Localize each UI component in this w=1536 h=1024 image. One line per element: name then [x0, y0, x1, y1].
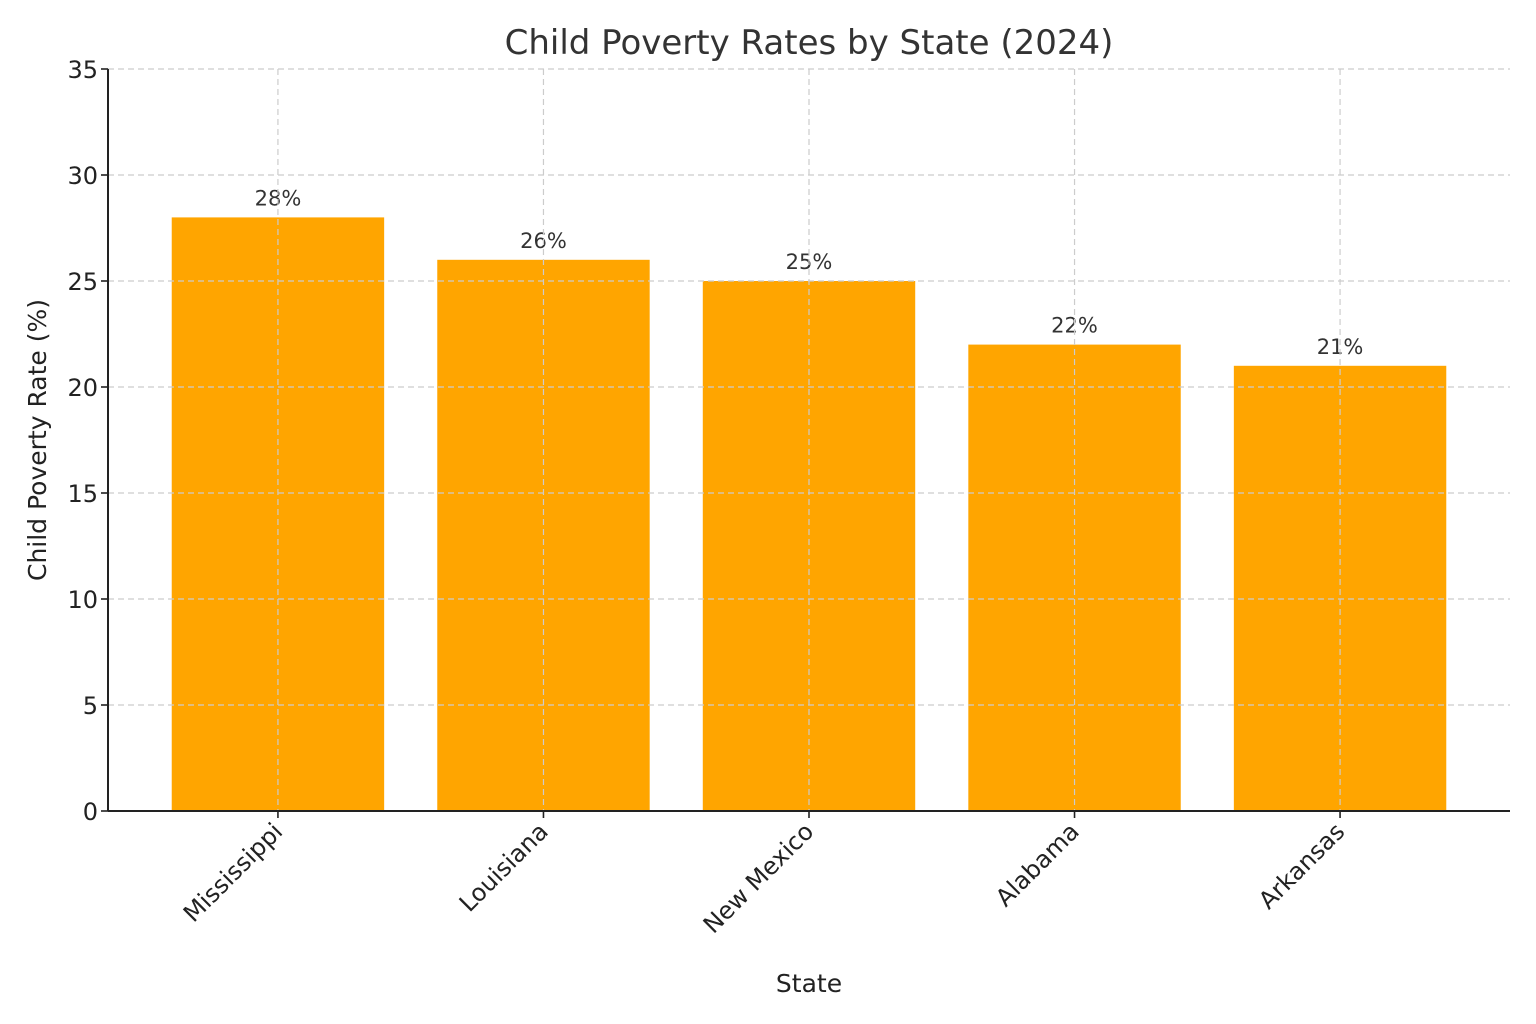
y-axis-label: Child Poverty Rate (%) [23, 299, 52, 581]
y-tick-label: 0 [83, 798, 98, 826]
x-axis-label: State [776, 969, 842, 998]
data-label: 21% [1317, 335, 1364, 359]
y-tick-label: 30 [67, 162, 98, 190]
x-tick-label: Arkansas [1253, 817, 1350, 914]
y-tick-label: 20 [67, 374, 98, 402]
x-tick-label: New Mexico [698, 817, 819, 938]
y-tick-label: 35 [67, 56, 98, 84]
chart-title: Child Poverty Rates by State (2024) [505, 23, 1114, 63]
x-tick-label: Louisiana [454, 817, 554, 917]
y-tick-label: 5 [83, 692, 98, 720]
y-tick-label: 25 [67, 268, 98, 296]
y-tick-label: 15 [67, 480, 98, 508]
x-tick-label: Alabama [990, 817, 1085, 912]
x-tick-label: Mississippi [178, 817, 288, 927]
y-tick-label: 10 [67, 586, 98, 614]
